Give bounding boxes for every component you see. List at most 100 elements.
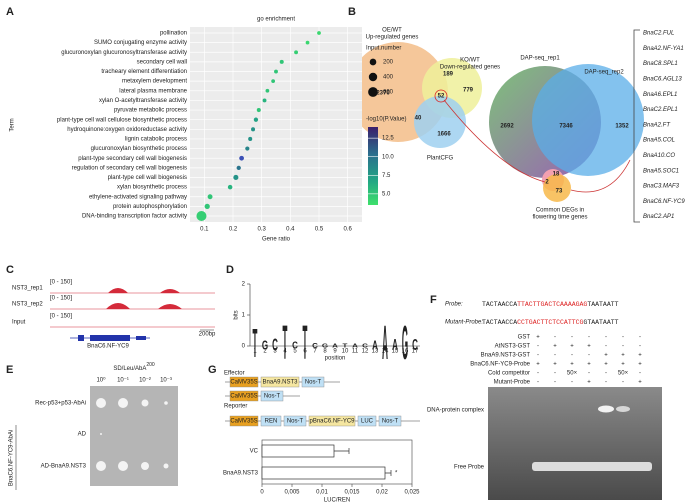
cell: + [638, 362, 642, 368]
logo-letter: T [303, 317, 308, 370]
x-tick-label: 9 [333, 349, 337, 355]
panel-label: E [6, 364, 13, 376]
x-tick-label: 8 [323, 349, 327, 355]
legend-label: 7.5 [382, 173, 391, 179]
set-label: DAP-seq_rep1 [520, 56, 560, 62]
panel-label: F [430, 294, 437, 306]
y-tick-label: plant-type cell wall biogenesis [108, 175, 187, 181]
dot [262, 98, 267, 103]
count: 18 [553, 172, 560, 178]
x-axis-title: position [325, 356, 346, 362]
logo-letter: G [402, 317, 408, 370]
construct-part [229, 390, 259, 402]
arrow [570, 159, 631, 193]
logo-letter: C [412, 336, 418, 354]
construct-part [357, 415, 377, 427]
count: 189 [443, 72, 454, 78]
dot [305, 40, 310, 45]
track-label: NST3_rep2 [12, 302, 43, 308]
x-axis-title: LUC/REN [324, 498, 350, 504]
legend-dot [368, 87, 378, 97]
x-axis-title: Gene ratio [262, 237, 291, 243]
construct-label: CaMV35S [230, 394, 257, 400]
range-label: [0 - 150] [50, 296, 72, 302]
dot [251, 127, 256, 132]
cell: + [587, 380, 591, 386]
construct-label: LUC [361, 419, 374, 425]
colonies [96, 398, 169, 471]
cell: - [622, 335, 624, 341]
cell: + [536, 335, 540, 341]
cell: + [621, 353, 625, 359]
track-label: NST3_rep1 [12, 286, 43, 292]
x-tick-label: 0,02 [376, 490, 388, 496]
dot [317, 31, 321, 35]
legend-label: 5.0 [382, 191, 391, 197]
bar [261, 466, 386, 480]
dot [233, 174, 239, 181]
construct-label: Nos-T [287, 419, 304, 425]
x-tick-label: 0.3 [257, 227, 266, 233]
y-tick-label: secondary cell wall [137, 59, 187, 65]
count: 779 [463, 88, 474, 94]
x-tick-label: 0,01 [316, 490, 328, 496]
gene: BnaC2.EPL1 [643, 107, 678, 113]
cell: - [639, 344, 641, 350]
cell: + [604, 353, 608, 359]
sequence: TACTAACCACCTGACTTCTCCATTCGGTAATAATT [482, 319, 619, 326]
x-tick-label: 10 [342, 349, 349, 355]
gene: BnaC8.SPL1 [643, 61, 678, 67]
cell: - [537, 344, 539, 350]
row-label: Rec-p53+p53-AbAi [35, 401, 86, 407]
set-label: KO/WT [460, 58, 480, 64]
count: 1666 [437, 132, 451, 138]
chart-title: go enrichment [257, 17, 295, 23]
x-tick-label: 16 [402, 349, 409, 355]
construct-label: pBnaC6.NF-YC9 [309, 419, 355, 425]
scale: 200bp [199, 332, 216, 338]
colorbar [368, 127, 378, 205]
dot [256, 108, 261, 113]
cell: - [554, 335, 556, 341]
legend-dot [368, 72, 378, 82]
plot-area [190, 27, 362, 222]
panel-label: G [208, 364, 217, 376]
construct-part [260, 376, 300, 388]
cell: + [638, 353, 642, 359]
y-tick-label: lateral plasma membrane [119, 88, 187, 94]
set-label: OE/WT [382, 28, 402, 34]
plate-title: 200 [146, 362, 155, 368]
legend-label: 400 [383, 75, 394, 81]
bands [532, 405, 652, 471]
cell: - [605, 344, 607, 350]
cell: + [570, 344, 574, 350]
set-label: DAP-seq_rep2 [584, 70, 624, 76]
count: 2376 [376, 91, 390, 97]
construct-label: Nos-T [382, 419, 399, 425]
cell: + [553, 344, 557, 350]
cell: - [554, 380, 556, 386]
x-tick-label: 1 [253, 349, 257, 355]
logo-letter: C [272, 334, 278, 355]
cell: - [605, 335, 607, 341]
sequence-part: GTAATAATT [583, 319, 618, 326]
plot-frame [261, 439, 413, 485]
gene: BnaC3.MAF3 [643, 184, 680, 190]
gene: BnaA6.EPL1 [643, 92, 677, 98]
sequence-part: CCTGACTTCTCCATTCG [517, 319, 583, 326]
gene: BnaC6.NF-YC9 [643, 199, 685, 205]
gene: BnaA5.COL [643, 138, 675, 144]
gene: BnaC2.FUL [643, 31, 674, 37]
y-tick-label: ethylene-activated signaling pathway [89, 194, 187, 200]
gene: BnaA5.SOC1 [643, 168, 679, 174]
highlight [434, 89, 448, 103]
logo-letter: A [372, 339, 378, 353]
x-tick-label: 3 [273, 349, 277, 355]
row-label: Mutant-Probe [494, 380, 531, 386]
y-tick-label: 2 [242, 282, 246, 288]
panel-label: B [348, 6, 356, 18]
y-tick-label: plant-type secondary cell wall biogenesi… [78, 156, 187, 162]
construct-part [260, 390, 284, 402]
sequence: TACTAACCATTACTTGACTCAAAAGAGTAATAATT [482, 301, 619, 308]
cell: + [638, 380, 642, 386]
